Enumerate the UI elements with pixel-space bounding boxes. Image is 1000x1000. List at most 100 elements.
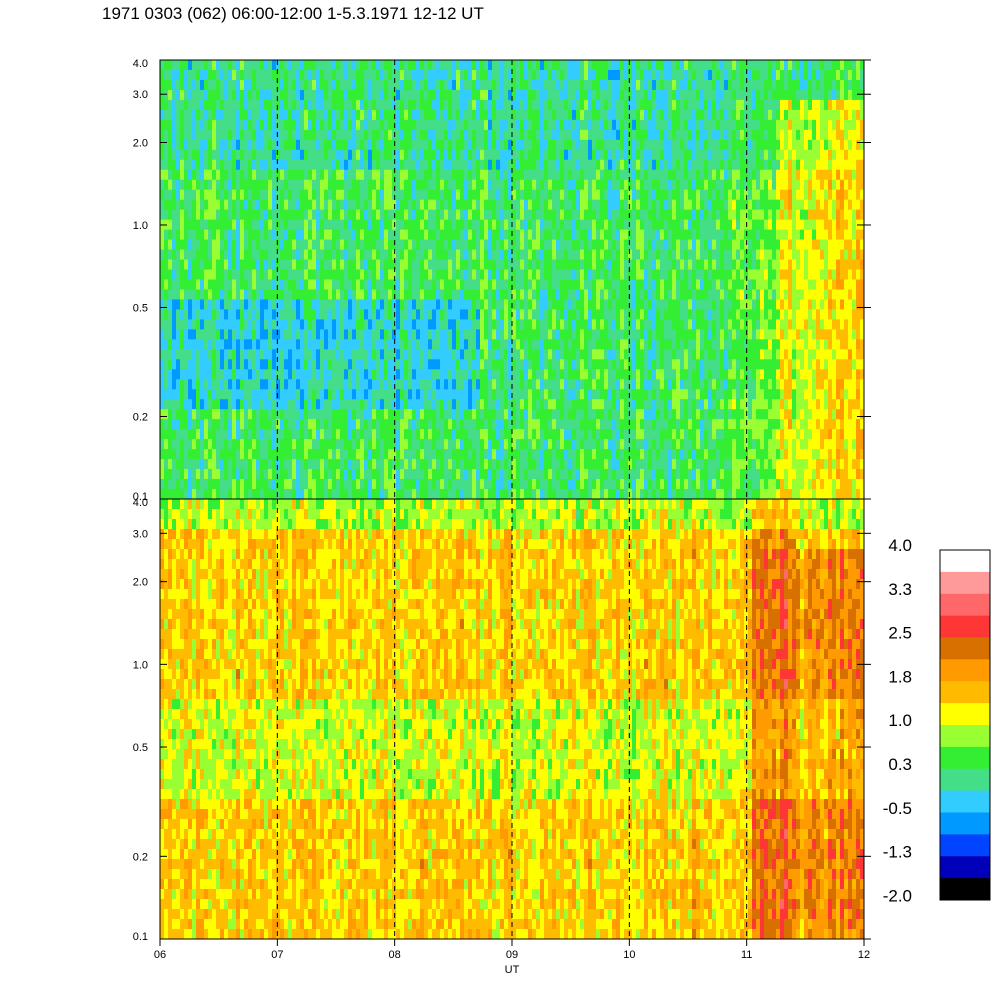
heatmap-cell bbox=[240, 199, 244, 211]
heatmap-cell bbox=[272, 109, 276, 121]
heatmap-cell bbox=[604, 449, 608, 460]
heatmap-cell bbox=[584, 379, 588, 390]
heatmap-cell bbox=[448, 189, 452, 201]
heatmap-cell bbox=[464, 259, 468, 271]
heatmap-cell bbox=[408, 129, 412, 141]
heatmap-cell bbox=[256, 139, 260, 151]
heatmap-cell bbox=[200, 60, 204, 71]
heatmap-cell bbox=[400, 119, 404, 131]
heatmap-cell bbox=[184, 129, 188, 141]
heatmap-cell bbox=[520, 79, 524, 91]
heatmap-cell bbox=[200, 119, 204, 131]
heatmap-cell bbox=[256, 69, 260, 81]
heatmap-cell bbox=[480, 389, 484, 400]
heatmap-cell bbox=[448, 119, 452, 131]
heatmap-cell bbox=[168, 359, 172, 370]
heatmap-cell bbox=[336, 229, 340, 241]
heatmap-cell bbox=[504, 169, 508, 181]
heatmap-cell bbox=[568, 219, 572, 231]
heatmap-cell bbox=[356, 229, 360, 241]
heatmap-cell bbox=[244, 169, 248, 181]
heatmap-cell bbox=[448, 369, 452, 380]
heatmap-cell bbox=[428, 289, 432, 301]
heatmap-cell bbox=[544, 419, 548, 430]
heatmap-cell bbox=[348, 309, 352, 321]
heatmap-cell bbox=[284, 339, 288, 350]
heatmap-cell bbox=[412, 369, 416, 380]
heatmap-cell bbox=[288, 199, 292, 211]
heatmap-cell bbox=[516, 259, 520, 271]
heatmap-cell bbox=[332, 349, 336, 360]
heatmap-cell bbox=[320, 169, 324, 181]
heatmap-cell bbox=[592, 89, 596, 101]
heatmap-cell bbox=[284, 289, 288, 301]
heatmap-cell bbox=[588, 239, 592, 251]
heatmap-cell bbox=[196, 199, 200, 211]
heatmap-cell bbox=[176, 199, 180, 211]
heatmap-cell bbox=[300, 429, 304, 440]
heatmap-cell bbox=[248, 169, 252, 181]
heatmap-cell bbox=[384, 229, 388, 241]
heatmap-cell bbox=[448, 449, 452, 460]
heatmap-cell bbox=[448, 199, 452, 211]
heatmap-cell bbox=[208, 99, 212, 111]
heatmap-cell bbox=[348, 199, 352, 211]
heatmap-cell bbox=[444, 379, 448, 390]
heatmap-cell bbox=[400, 139, 404, 151]
heatmap-cell bbox=[492, 399, 496, 410]
heatmap-cell bbox=[324, 79, 328, 91]
heatmap-cell bbox=[204, 249, 208, 261]
heatmap-cell bbox=[516, 60, 520, 71]
heatmap-cell bbox=[476, 409, 480, 420]
heatmap-cell bbox=[184, 249, 188, 261]
heatmap-cell bbox=[384, 199, 388, 211]
heatmap-cell bbox=[224, 69, 228, 81]
heatmap-cell bbox=[256, 149, 260, 161]
heatmap-cell bbox=[464, 89, 468, 101]
heatmap-cell bbox=[384, 419, 388, 430]
heatmap-cell bbox=[204, 109, 208, 121]
heatmap-cell bbox=[584, 109, 588, 121]
heatmap-cell bbox=[296, 269, 300, 281]
heatmap-cell bbox=[528, 99, 532, 111]
heatmap-cell bbox=[456, 489, 460, 499]
heatmap-cell bbox=[308, 309, 312, 321]
heatmap-cell bbox=[512, 289, 516, 301]
heatmap-cell bbox=[592, 399, 596, 410]
heatmap-cell bbox=[448, 109, 452, 121]
heatmap-cell bbox=[552, 179, 556, 191]
heatmap-cell bbox=[520, 299, 524, 311]
heatmap-cell bbox=[500, 129, 504, 141]
heatmap-cell bbox=[552, 249, 556, 261]
heatmap-cell bbox=[384, 299, 388, 311]
heatmap-cell bbox=[604, 89, 608, 101]
heatmap-cell bbox=[412, 469, 416, 480]
heatmap-cell bbox=[340, 119, 344, 131]
heatmap-cell bbox=[580, 129, 584, 141]
heatmap-cell bbox=[196, 99, 200, 111]
heatmap-cell bbox=[448, 359, 452, 370]
heatmap-cell bbox=[332, 60, 336, 71]
heatmap-cell bbox=[584, 229, 588, 241]
heatmap-cell bbox=[300, 239, 304, 251]
heatmap-cell bbox=[224, 79, 228, 91]
heatmap-cell bbox=[208, 349, 212, 360]
heatmap-cell bbox=[196, 209, 200, 221]
heatmap-cell bbox=[560, 429, 564, 440]
heatmap-cell bbox=[180, 379, 184, 390]
heatmap-cell bbox=[500, 189, 504, 201]
heatmap-cell bbox=[568, 189, 572, 201]
heatmap-cell bbox=[256, 189, 260, 201]
heatmap-cell bbox=[408, 419, 412, 430]
heatmap-cell bbox=[348, 239, 352, 251]
heatmap-cell bbox=[568, 339, 572, 350]
heatmap-cell bbox=[548, 409, 552, 420]
heatmap-cell bbox=[280, 409, 284, 420]
heatmap-cell bbox=[336, 339, 340, 350]
heatmap-cell bbox=[504, 249, 508, 261]
heatmap-cell bbox=[212, 349, 216, 360]
heatmap-cell bbox=[376, 199, 380, 211]
heatmap-cell bbox=[188, 209, 192, 221]
heatmap-cell bbox=[344, 229, 348, 241]
heatmap-cell bbox=[416, 269, 420, 281]
